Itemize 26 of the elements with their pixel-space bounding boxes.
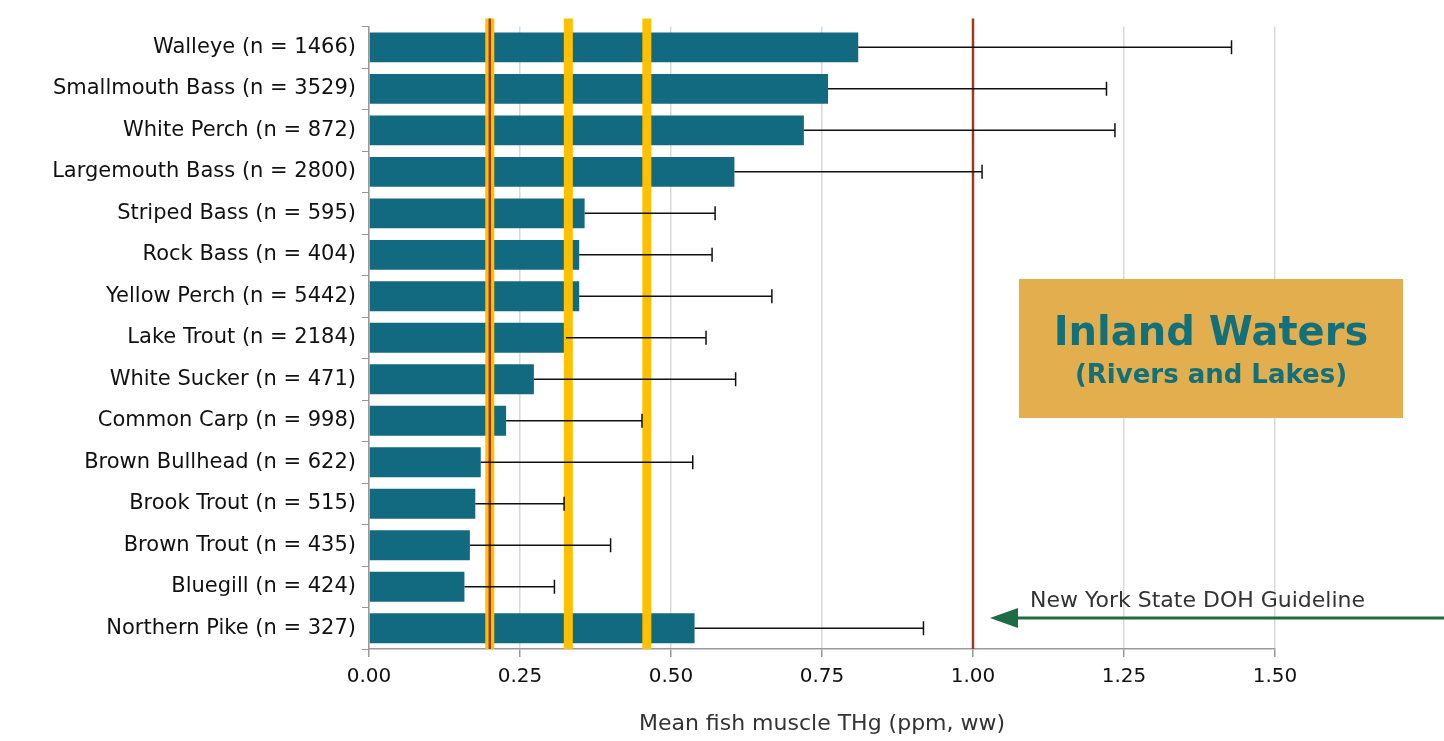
y-tick-label: Walleye (n = 1466) <box>153 33 356 58</box>
y-tick-label: Brown Trout (n = 435) <box>123 531 356 556</box>
x-tick-label: 1.00 <box>950 663 996 688</box>
x-tick-label: 0.25 <box>497 663 543 688</box>
y-tick-label: Rock Bass (n = 404) <box>142 241 356 266</box>
x-tick-label: 0.50 <box>648 663 694 688</box>
y-tick-label: White Perch (n = 872) <box>123 116 356 141</box>
x-tick-label: 1.50 <box>1252 663 1298 688</box>
text: (Rivers and Lakes) <box>1073 357 1349 391</box>
y-tick-label: Yellow Perch (n = 5442) <box>105 282 356 307</box>
x-axis-title: Mean fish muscle THg (ppm, ww) <box>638 709 1006 735</box>
y-tick-label: Striped Bass (n = 595) <box>117 199 356 224</box>
x-tick-label: 1.25 <box>1101 663 1147 688</box>
y-tick-label: White Sucker (n = 471) <box>109 365 356 390</box>
x-tick-label: 0.75 <box>799 663 845 688</box>
y-tick-label: Northern Pike (n = 327) <box>106 614 356 639</box>
y-tick-label: Common Carp (n = 998) <box>97 407 356 432</box>
y-tick-label: Lake Trout (n = 2184) <box>127 324 356 349</box>
text: Inland Waters <box>1052 306 1370 356</box>
y-tick-label: Largemouth Bass (n = 2800) <box>52 158 356 183</box>
x-tick-label: 0.00 <box>346 663 392 688</box>
y-tick-label: Smallmouth Bass (n = 3529) <box>52 75 356 100</box>
y-tick-label: Brown Bullhead (n = 622) <box>84 448 356 473</box>
ref-line-label: New York State DOH Guideline <box>1030 587 1366 613</box>
y-tick-label: Bluegill (n = 424) <box>171 573 356 598</box>
y-tick-label: Brook Trout (n = 515) <box>129 490 356 515</box>
